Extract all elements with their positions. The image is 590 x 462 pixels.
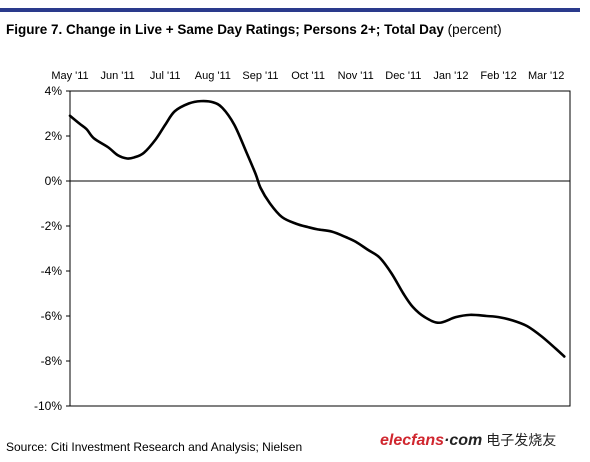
watermark-part-1: elecfans <box>380 432 445 449</box>
plot-area-frame <box>69 90 571 407</box>
figure-title-main: Figure 7. Change in Live + Same Day Rati… <box>6 22 444 37</box>
y-tick-label: -8% <box>41 354 63 368</box>
series-group <box>68 99 566 358</box>
x-tick-label: Dec '11 <box>385 70 421 82</box>
figure-title: Figure 7. Change in Live + Same Day Rati… <box>6 22 502 37</box>
y-tick-label: 2% <box>45 129 63 143</box>
y-tick-label: 0% <box>45 174 63 188</box>
x-tick-label: Oct '11 <box>291 70 325 82</box>
x-tick-label: Jun '11 <box>100 70 134 82</box>
x-tick-label: Aug '11 <box>195 70 231 82</box>
x-tick-label: Jul '11 <box>150 70 181 82</box>
y-tick-label: 4% <box>45 84 63 98</box>
y-tick-label: -6% <box>41 309 63 323</box>
y-axis-ticks <box>66 90 70 407</box>
series-line-0 <box>68 99 566 358</box>
x-tick-label: Feb '12 <box>480 70 516 82</box>
x-tick-label: Nov '11 <box>338 70 374 82</box>
x-axis-labels: May '11 Jun '11 Jul '11 Aug '11 Sep '11 Oct '… <box>51 70 564 82</box>
y-tick-label: -2% <box>41 219 63 233</box>
x-tick-label: Mar '12 <box>528 70 564 82</box>
source-note: Source: Citi Investment Research and Ana… <box>6 440 303 454</box>
watermark-part-2: ·com <box>444 432 483 449</box>
x-tick-label: Sep '11 <box>242 70 278 82</box>
watermark-part-3: 电子发烧友 <box>486 432 557 448</box>
x-tick-label: Jan '12 <box>433 70 468 82</box>
top-accent-rule <box>0 8 580 12</box>
x-tick-label: May '11 <box>51 70 88 82</box>
y-tick-label: -4% <box>41 264 63 278</box>
y-tick-label: -10% <box>34 399 62 413</box>
figure-title-unit: (percent) <box>447 22 502 37</box>
y-axis-labels: 4% 2% 0% -2% -4% -6% -8% -10% <box>34 84 62 413</box>
watermark-logo: elecfans·com 电子发烧友 <box>380 430 556 450</box>
